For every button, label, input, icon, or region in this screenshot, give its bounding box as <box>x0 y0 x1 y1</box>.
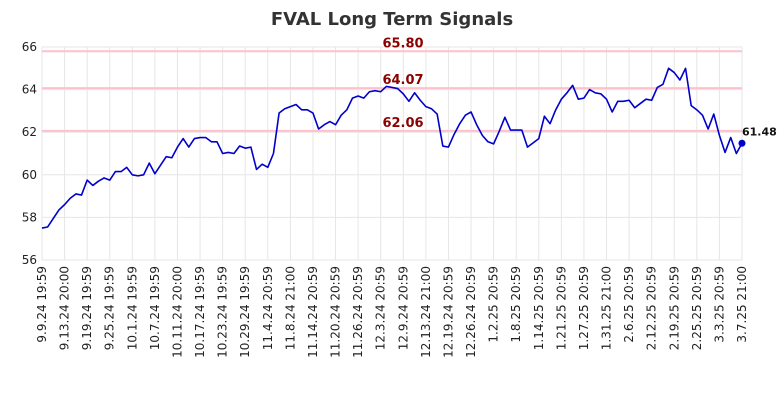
x-tick-label: 11.20.24 20:59 <box>329 266 343 358</box>
x-tick-label: 12.9.24 20:59 <box>396 266 410 350</box>
x-tick-label: 10.23.24 19:59 <box>216 266 230 358</box>
signal-level-label: 65.80 <box>382 36 423 51</box>
x-tick-label: 9.25.24 19:59 <box>103 266 117 350</box>
last-point-marker <box>738 139 746 147</box>
x-tick-label: 10.7.24 19:59 <box>148 266 162 350</box>
x-tick-label: 1.31.25 21:00 <box>600 266 614 350</box>
signal-levels: 65.80 64.07 62.06 <box>42 36 742 132</box>
last-point: 61.48 <box>738 125 777 147</box>
x-tick-label: 2.6.25 20:59 <box>622 266 636 343</box>
price-line <box>41 67 743 229</box>
y-axis-ticks: 56 58 60 62 64 66 <box>22 40 37 267</box>
x-tick-label: 12.19.24 20:59 <box>441 266 455 358</box>
x-tick-label: 12.13.24 21:00 <box>419 266 433 358</box>
chart-title: FVAL Long Term Signals <box>271 9 513 30</box>
last-point-label: 61.48 <box>742 125 777 138</box>
price-series <box>41 67 743 229</box>
x-tick-label: 1.14.25 20:59 <box>532 266 546 350</box>
x-tick-label: 1.2.25 20:59 <box>487 266 501 343</box>
x-tick-label: 12.26.24 20:59 <box>464 266 478 358</box>
y-tick-label: 66 <box>22 40 37 54</box>
x-tick-label: 10.11.24 20:00 <box>170 266 184 358</box>
x-tick-label: 9.9.24 19:59 <box>35 266 49 343</box>
x-tick-label: 11.8.24 21:00 <box>283 266 297 350</box>
x-tick-label: 10.29.24 19:59 <box>238 266 252 358</box>
x-tick-label: 2.19.25 20:59 <box>667 266 681 350</box>
x-tick-label: 1.27.25 20:59 <box>577 266 591 350</box>
x-tick-label: 1.8.25 20:59 <box>509 266 523 343</box>
y-tick-label: 60 <box>22 168 37 182</box>
x-tick-label: 12.3.24 20:59 <box>374 266 388 350</box>
signal-level-label: 64.07 <box>382 73 423 88</box>
y-tick-label: 58 <box>22 210 37 224</box>
y-tick-label: 56 <box>22 253 37 267</box>
x-tick-label: 11.26.24 20:59 <box>351 266 365 358</box>
y-tick-label: 62 <box>22 125 37 139</box>
x-tick-label: 1.21.25 20:59 <box>554 266 568 350</box>
x-tick-label: 2.25.25 20:59 <box>690 266 704 350</box>
x-tick-label: 2.12.25 20:59 <box>645 266 659 350</box>
x-axis-ticks: 9.9.24 19:59 9.13.24 20:00 9.19.24 19:59 9.… <box>35 266 749 358</box>
x-tick-label: 3.3.25 20:59 <box>712 266 726 343</box>
grid <box>41 46 743 261</box>
x-tick-label: 10.1.24 19:59 <box>125 266 139 350</box>
x-tick-label: 9.13.24 20:00 <box>58 266 72 350</box>
x-tick-label: 11.14.24 20:59 <box>306 266 320 358</box>
x-tick-label: 11.4.24 20:59 <box>261 266 275 350</box>
signal-level-label: 62.06 <box>382 116 423 131</box>
x-tick-label: 3.7.25 21:00 <box>735 266 749 343</box>
x-tick-label: 9.19.24 19:59 <box>80 266 94 350</box>
y-tick-label: 64 <box>22 83 37 97</box>
x-tick-label: 10.17.24 19:59 <box>193 266 207 358</box>
